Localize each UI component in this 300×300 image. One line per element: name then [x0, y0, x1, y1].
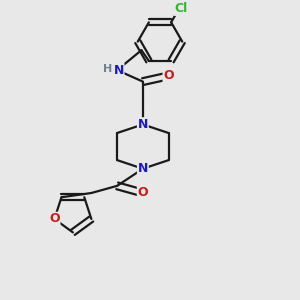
Text: N: N: [138, 118, 148, 131]
Text: N: N: [113, 64, 124, 77]
Text: N: N: [138, 162, 148, 175]
Text: O: O: [163, 69, 174, 82]
Text: Cl: Cl: [175, 2, 188, 15]
Text: O: O: [137, 187, 148, 200]
Text: O: O: [49, 212, 60, 226]
Text: H: H: [103, 64, 112, 74]
